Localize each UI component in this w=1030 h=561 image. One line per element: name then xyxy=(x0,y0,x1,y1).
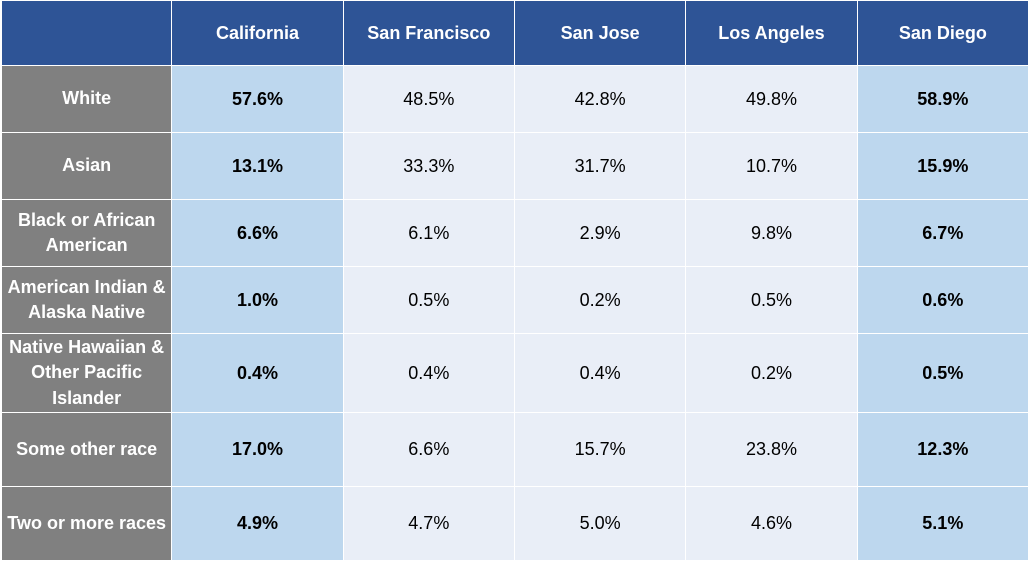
data-cell: 58.9% xyxy=(856,65,1030,133)
data-cell: 17.0% xyxy=(171,412,344,487)
data-cell: 5.1% xyxy=(856,486,1030,561)
data-cell: 4.6% xyxy=(685,486,858,561)
data-cell: 12.3% xyxy=(856,412,1030,487)
column-header-california: California xyxy=(171,0,344,66)
data-cell: 13.1% xyxy=(171,132,344,200)
corner-header-cell xyxy=(0,0,173,66)
data-cell: 9.8% xyxy=(685,199,858,267)
data-cell: 23.8% xyxy=(685,412,858,487)
data-cell: 42.8% xyxy=(513,65,687,133)
data-cell: 48.5% xyxy=(342,65,515,133)
data-cell: 57.6% xyxy=(171,65,344,133)
data-cell: 0.2% xyxy=(685,333,858,413)
data-cell: 0.5% xyxy=(856,333,1030,413)
data-cell: 10.7% xyxy=(685,132,858,200)
row-label-some-other-race: Some other race xyxy=(0,412,173,487)
column-header-san-diego: San Diego xyxy=(856,0,1030,66)
data-cell: 4.9% xyxy=(171,486,344,561)
data-cell: 6.6% xyxy=(171,199,344,267)
header-row: California San Francisco San Jose Los An… xyxy=(0,0,1030,66)
data-cell: 33.3% xyxy=(342,132,515,200)
row-label-black-or-african-american: Black or African American xyxy=(0,199,173,267)
data-cell: 2.9% xyxy=(513,199,687,267)
column-header-san-francisco: San Francisco xyxy=(342,0,515,66)
row-label-two-or-more-races: Two or more races xyxy=(0,486,173,561)
data-cell: 31.7% xyxy=(513,132,687,200)
table-row: White 57.6% 48.5% 42.8% 49.8% 58.9% xyxy=(0,65,1030,133)
table-row: Two or more races 4.9% 4.7% 5.0% 4.6% 5.… xyxy=(0,486,1030,561)
table-row: Asian 13.1% 33.3% 31.7% 10.7% 15.9% xyxy=(0,132,1030,200)
table-row: Native Hawaiian & Other Pacific Islander… xyxy=(0,333,1030,413)
data-cell: 6.7% xyxy=(856,199,1030,267)
data-cell: 6.1% xyxy=(342,199,515,267)
table-row: Some other race 17.0% 6.6% 15.7% 23.8% 1… xyxy=(0,412,1030,487)
data-cell: 5.0% xyxy=(513,486,687,561)
data-cell: 0.4% xyxy=(171,333,344,413)
data-cell: 0.5% xyxy=(685,266,858,334)
data-cell: 6.6% xyxy=(342,412,515,487)
row-label-white: White xyxy=(0,65,173,133)
data-cell: 0.4% xyxy=(513,333,687,413)
table-row: Black or African American 6.6% 6.1% 2.9%… xyxy=(0,199,1030,267)
row-label-asian: Asian xyxy=(0,132,173,200)
data-cell: 0.4% xyxy=(342,333,515,413)
row-label-native-hawaiian-other-pacific-islander: Native Hawaiian & Other Pacific Islander xyxy=(0,333,173,413)
data-cell: 4.7% xyxy=(342,486,515,561)
table-row: American Indian & Alaska Native 1.0% 0.5… xyxy=(0,266,1030,334)
data-cell: 15.9% xyxy=(856,132,1030,200)
data-cell: 0.6% xyxy=(856,266,1030,334)
data-cell: 1.0% xyxy=(171,266,344,334)
column-header-los-angeles: Los Angeles xyxy=(685,0,858,66)
data-cell: 0.2% xyxy=(513,266,687,334)
data-cell: 49.8% xyxy=(685,65,858,133)
data-cell: 0.5% xyxy=(342,266,515,334)
row-label-american-indian-alaska-native: American Indian & Alaska Native xyxy=(0,266,173,334)
data-cell: 15.7% xyxy=(513,412,687,487)
column-header-san-jose: San Jose xyxy=(513,0,687,66)
